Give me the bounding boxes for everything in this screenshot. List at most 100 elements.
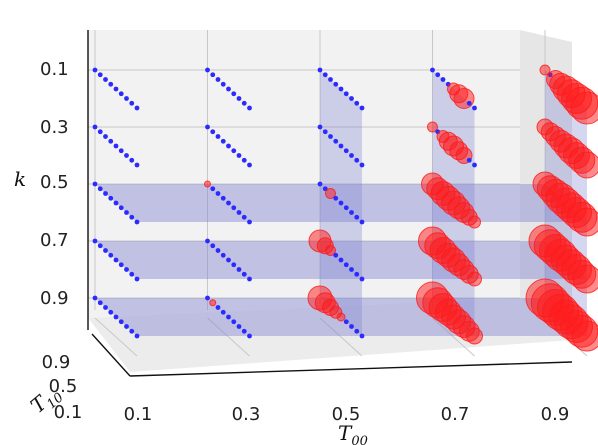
x-axis-line: [129, 361, 573, 377]
blue-point: [92, 238, 98, 244]
blue-point: [129, 100, 135, 106]
x-tick-label: 0.7: [441, 404, 470, 425]
red-point: [204, 180, 211, 188]
blue-point: [118, 91, 124, 97]
red-point: [468, 215, 481, 229]
blue-point: [247, 162, 252, 168]
blue-point: [231, 91, 237, 97]
blue-point: [205, 124, 210, 130]
blue-point: [134, 162, 140, 168]
blue-point: [359, 105, 365, 111]
blue-point: [220, 252, 226, 258]
blue-point: [236, 153, 242, 158]
blue-point: [215, 134, 221, 139]
blue-point: [108, 195, 114, 201]
red-point: [453, 88, 475, 109]
x-tick-label: 0.1: [124, 404, 153, 425]
blue-point: [226, 143, 231, 149]
x-tick-label: 0.5: [332, 404, 361, 425]
red-point: [571, 320, 598, 352]
blue-point: [241, 214, 247, 220]
blue-point: [338, 257, 344, 263]
grid-line-floor: [432, 317, 475, 357]
blue-point: [134, 219, 140, 225]
x-axis-label-sub: 00: [351, 434, 368, 445]
blue-point: [236, 210, 242, 215]
blue-point: [349, 324, 354, 329]
z-tick-label: 0.9: [40, 288, 69, 309]
blue-point: [97, 72, 103, 78]
red-point: [427, 121, 438, 133]
y-tick-label: 0.5: [49, 376, 78, 397]
blue-point: [430, 67, 435, 73]
blue-point: [343, 262, 349, 268]
x-tick-label: 0.3: [232, 404, 261, 425]
blue-point: [210, 243, 216, 249]
y-tick-label: 0.9: [42, 352, 71, 373]
blue-point: [215, 305, 221, 310]
blue-point: [220, 138, 226, 144]
blue-point: [359, 333, 365, 339]
blue-point: [92, 295, 98, 301]
blue-point: [134, 105, 140, 111]
blue-point: [241, 271, 247, 277]
blue-point: [103, 134, 108, 139]
blue-point: [466, 100, 472, 106]
blue-point: [349, 210, 354, 215]
x-axis-label: T00: [338, 421, 368, 445]
blue-point: [108, 81, 114, 87]
red-point: [209, 299, 217, 307]
grid-line-floor: [207, 317, 250, 357]
blue-point: [210, 72, 216, 78]
blue-point: [236, 324, 242, 329]
blue-point: [333, 195, 339, 201]
blue-point: [343, 319, 349, 325]
blue-point: [124, 324, 129, 329]
blue-point: [343, 205, 349, 211]
blue-point: [435, 72, 441, 78]
blue-point: [354, 157, 360, 163]
blue-point: [103, 191, 108, 196]
red-point: [572, 207, 598, 237]
blue-point: [129, 328, 135, 334]
blue-point: [210, 186, 216, 192]
blue-point: [338, 86, 344, 92]
blue-point: [226, 86, 231, 92]
blue-point: [226, 257, 231, 263]
blue-point: [210, 129, 216, 135]
blue-point: [108, 252, 114, 258]
blue-point: [343, 91, 349, 97]
tick-layer: 0.1 0.3 0.5 0.7 0.9 0.1 0.3 0.5 0.7 0.9 0.1 0.5 0.9: [40, 59, 569, 425]
red-point: [336, 312, 346, 322]
blue-point: [215, 191, 221, 196]
blue-point: [247, 105, 252, 111]
blue-point: [338, 143, 344, 149]
blue-point: [472, 162, 477, 168]
blue-point: [472, 105, 477, 111]
blue-point: [241, 100, 247, 106]
blue-point: [97, 186, 103, 192]
blue-point: [247, 276, 252, 282]
blue-point: [231, 319, 237, 325]
blue-point: [220, 309, 226, 315]
blue-point: [205, 295, 210, 301]
blue-point: [103, 305, 108, 310]
x-axis-label-main: T: [338, 421, 353, 445]
blue-point: [205, 238, 210, 244]
blue-point: [103, 77, 108, 82]
red-point: [467, 271, 482, 287]
blue-point: [124, 153, 129, 158]
z-tick-label: 0.1: [40, 59, 69, 80]
blue-point: [354, 100, 360, 106]
blue-point: [322, 72, 328, 78]
blue-point: [226, 314, 231, 320]
blue-point: [333, 252, 339, 258]
blue-point: [97, 243, 103, 249]
blue-point: [129, 271, 135, 277]
point-layer: [92, 64, 598, 352]
blue-point: [231, 262, 237, 268]
red-point: [325, 245, 336, 256]
blue-point: [215, 77, 221, 82]
blue-point: [466, 157, 472, 163]
blue-point: [113, 143, 119, 149]
